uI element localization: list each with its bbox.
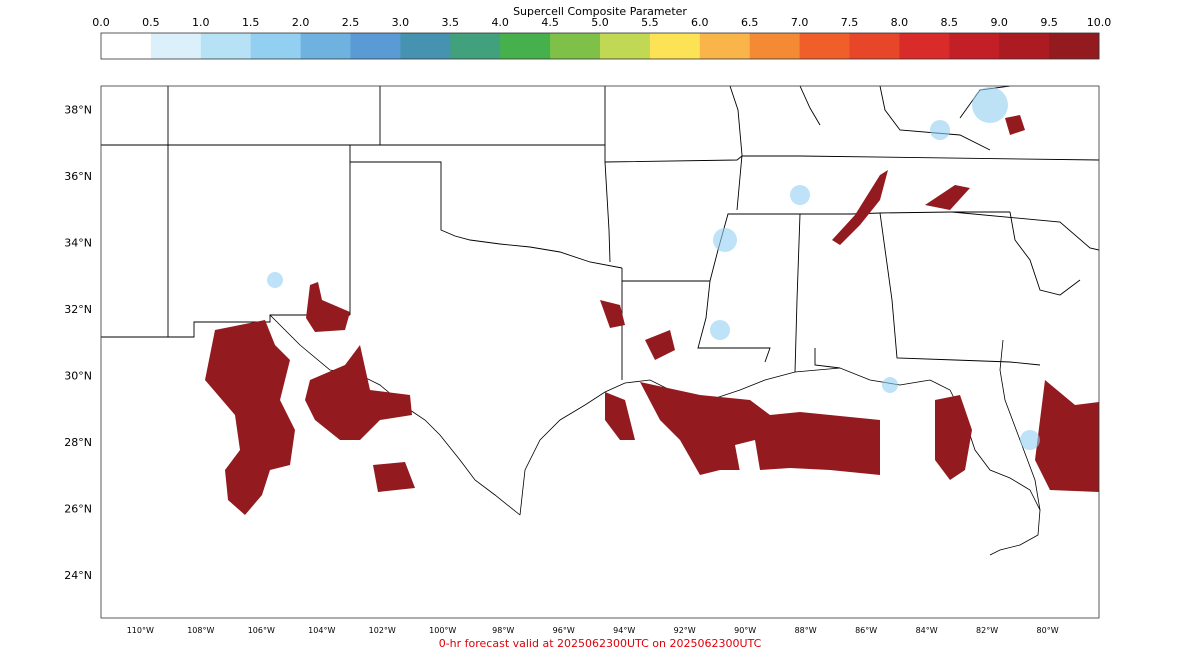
longitude-labels: 110°W 108°W 106°W 104°W 102°W 100°W 98°W 96°W 94… bbox=[127, 626, 1059, 635]
colorbar-tick-label: 8.0 bbox=[891, 16, 909, 29]
colorbar-tick-label: 3.0 bbox=[392, 16, 410, 29]
colorbar-tick-label: 9.0 bbox=[990, 16, 1008, 29]
colorbar-swatch bbox=[1049, 33, 1100, 59]
map-frame bbox=[100, 85, 1100, 619]
latitude-label: 26°N bbox=[64, 502, 92, 515]
longitude-label: 94°W bbox=[613, 626, 635, 635]
colorbar-tick-label: 6.5 bbox=[741, 16, 759, 29]
state-borders bbox=[101, 86, 1099, 380]
scp-region-nm-border bbox=[306, 282, 350, 332]
colorbar-swatch bbox=[999, 33, 1050, 59]
longitude-label: 102°W bbox=[369, 626, 396, 635]
colorbar-tick-label: 2.0 bbox=[292, 16, 310, 29]
colorbar-swatch bbox=[749, 33, 801, 59]
scp-field bbox=[205, 87, 1099, 515]
longitude-label: 108°W bbox=[187, 626, 214, 635]
scp-light-areas bbox=[267, 87, 1040, 450]
colorbar-swatch bbox=[799, 33, 850, 59]
colorbar-tick-label: 6.0 bbox=[691, 16, 709, 29]
colorbar-tick-label: 9.5 bbox=[1040, 16, 1058, 29]
colorbar-title: Supercell Composite Parameter bbox=[513, 5, 687, 18]
longitude-label: 98°W bbox=[492, 626, 514, 635]
latitude-label: 28°N bbox=[64, 436, 92, 449]
colorbar-swatch bbox=[200, 33, 252, 59]
scp-region-east-gulf bbox=[935, 395, 972, 480]
longitude-label: 86°W bbox=[855, 626, 877, 635]
colorbar-swatch bbox=[649, 33, 701, 59]
scp-region-gulf-hole bbox=[735, 440, 760, 472]
colorbar-tick-label: 2.5 bbox=[342, 16, 360, 29]
colorbar: Supercell Composite Parameter 0.0 0.5 1.0 1… bbox=[92, 5, 1111, 60]
longitude-label: 110°W bbox=[127, 626, 154, 635]
colorbar-tick-label: 4.0 bbox=[491, 16, 509, 29]
colorbar-tick-label: 7.5 bbox=[841, 16, 859, 29]
longitude-label: 80°W bbox=[1037, 626, 1059, 635]
colorbar-swatches bbox=[101, 33, 1100, 59]
longitude-label: 82°W bbox=[976, 626, 998, 635]
colorbar-tick-label: 10.0 bbox=[1087, 16, 1112, 29]
longitude-label: 104°W bbox=[308, 626, 335, 635]
map-panel: 24°N 26°N 28°N 30°N 32°N 34°N 36°N 38°N 110°W 10… bbox=[64, 85, 1100, 635]
colorbar-swatch bbox=[300, 33, 351, 59]
colorbar-tick-label: 7.0 bbox=[791, 16, 809, 29]
latitude-label: 34°N bbox=[64, 236, 92, 249]
colorbar-tick-label: 8.5 bbox=[941, 16, 959, 29]
scp-region-gulf-central bbox=[640, 382, 880, 475]
coastline bbox=[269, 314, 1041, 556]
colorbar-tick-label: 4.5 bbox=[541, 16, 559, 29]
longitude-label: 84°W bbox=[916, 626, 938, 635]
longitude-label: 88°W bbox=[795, 626, 817, 635]
latitude-label: 38°N bbox=[64, 103, 92, 116]
valid-time-caption: 0-hr forecast valid at 2025062300UTC on … bbox=[439, 637, 762, 650]
scp-region-va bbox=[1005, 115, 1025, 135]
scp-region-south-tx bbox=[373, 462, 415, 492]
latitude-label: 36°N bbox=[64, 170, 92, 183]
colorbar-tick-label: 5.5 bbox=[641, 16, 659, 29]
colorbar-swatch bbox=[949, 33, 1000, 59]
scp-region-atlantic bbox=[1035, 380, 1099, 492]
latitude-label: 30°N bbox=[64, 369, 92, 382]
latitude-labels: 24°N 26°N 28°N 30°N 32°N 34°N 36°N 38°N bbox=[64, 103, 92, 582]
longitude-label: 92°W bbox=[674, 626, 696, 635]
colorbar-swatch bbox=[500, 33, 551, 59]
colorbar-swatch bbox=[450, 33, 501, 59]
scp-region-gulf-west bbox=[605, 392, 635, 440]
colorbar-swatch bbox=[600, 33, 651, 59]
scp-region-alabama-line bbox=[832, 170, 888, 245]
scp-region-carolinas bbox=[925, 185, 970, 210]
longitude-label: 106°W bbox=[248, 626, 275, 635]
colorbar-tick-label: 0.0 bbox=[92, 16, 110, 29]
colorbar-tick-labels: 0.0 0.5 1.0 1.5 2.0 2.5 3.0 3.5 4.0 4.5 5.0 5.5 6.0 6… bbox=[92, 16, 1111, 29]
colorbar-tick-label: 0.5 bbox=[142, 16, 160, 29]
colorbar-tick-label: 1.5 bbox=[242, 16, 260, 29]
colorbar-tick-label: 1.0 bbox=[192, 16, 210, 29]
colorbar-swatch bbox=[550, 33, 601, 59]
colorbar-swatch bbox=[350, 33, 401, 59]
colorbar-swatch bbox=[400, 33, 451, 59]
colorbar-swatch bbox=[150, 33, 202, 59]
longitude-label: 100°W bbox=[429, 626, 456, 635]
latitude-label: 32°N bbox=[64, 303, 92, 316]
colorbar-tick-label: 5.0 bbox=[591, 16, 609, 29]
colorbar-swatch bbox=[699, 33, 751, 59]
colorbar-swatch bbox=[250, 33, 302, 59]
colorbar-frame bbox=[100, 32, 1100, 60]
colorbar-swatch bbox=[899, 33, 950, 59]
scp-region-trans-pecos bbox=[305, 345, 412, 440]
colorbar-swatch bbox=[101, 33, 152, 59]
scp-region-west-texas bbox=[205, 320, 295, 515]
scp-region-louisiana bbox=[645, 330, 675, 360]
colorbar-swatch bbox=[849, 33, 900, 59]
scp-region-mississippi bbox=[600, 300, 625, 328]
longitude-label: 90°W bbox=[734, 626, 756, 635]
longitude-label: 96°W bbox=[553, 626, 575, 635]
colorbar-tick-label: 3.5 bbox=[442, 16, 460, 29]
latitude-label: 24°N bbox=[64, 569, 92, 582]
